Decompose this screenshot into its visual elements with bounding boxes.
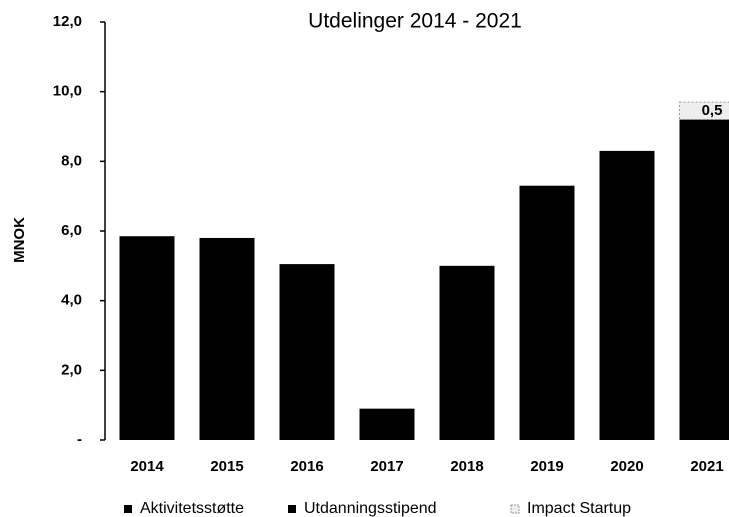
y-tick-label: 6,0 — [61, 222, 82, 239]
bar-segment — [439, 265, 495, 440]
legend-swatch — [124, 505, 132, 513]
bar-segment — [199, 237, 255, 440]
x-tick-label: 2020 — [610, 458, 643, 475]
bar-segment — [599, 150, 655, 440]
y-tick-label: - — [77, 431, 82, 448]
chart-title: Utdelinger 2014 - 2021 — [308, 10, 522, 33]
legend-swatch — [288, 505, 296, 513]
x-tick-label: 2017 — [370, 458, 403, 475]
x-tick-label: 2014 — [130, 458, 164, 475]
bar-segment — [519, 185, 575, 440]
y-tick-label: 10,0 — [53, 83, 82, 100]
bar-segment — [119, 236, 175, 440]
x-tick-label: 2015 — [210, 458, 243, 475]
y-axis-label: MNOK — [11, 217, 28, 263]
x-tick-label: 2016 — [290, 458, 323, 475]
bar-segment — [279, 264, 335, 440]
x-tick-label: 2019 — [530, 458, 563, 475]
x-tick-label: 2021 — [690, 458, 723, 475]
legend-label: Utdanningsstipend — [304, 500, 437, 517]
bar-segment — [679, 101, 729, 121]
legend-label: Aktivitetsstøtte — [140, 500, 244, 517]
x-tick-label: 2018 — [450, 458, 483, 475]
y-tick-label: 8,0 — [61, 152, 82, 169]
bar-segment — [359, 408, 415, 440]
y-tick-label: 4,0 — [61, 292, 82, 309]
bar-segment — [679, 119, 729, 441]
legend-label: Impact Startup — [527, 500, 631, 517]
legend-swatch — [510, 504, 520, 514]
data-label: 0,5 — [702, 102, 723, 119]
y-tick-label: 12,0 — [53, 13, 82, 30]
y-tick-label: 2,0 — [61, 361, 82, 378]
